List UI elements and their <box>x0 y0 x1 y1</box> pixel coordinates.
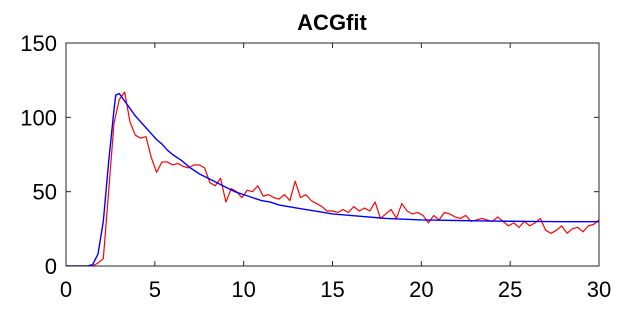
series-line-1 <box>66 91 599 266</box>
x-tick-label: 0 <box>60 277 72 302</box>
plot-area <box>66 91 599 266</box>
axes: 0 5 10 15 20 25 30 0 50 100 150 <box>20 31 611 302</box>
y-tick-label: 100 <box>20 105 57 130</box>
x-tick-label: 30 <box>587 277 611 302</box>
y-tick-label: 0 <box>45 254 57 279</box>
x-tick-label: 25 <box>498 277 522 302</box>
y-tick-label: 50 <box>33 180 57 205</box>
x-tick-label: 5 <box>149 277 161 302</box>
series-line-2 <box>66 92 599 266</box>
x-tick-label: 15 <box>320 277 344 302</box>
x-tick-label: 10 <box>231 277 255 302</box>
y-tick-label: 150 <box>20 31 57 56</box>
chart-title: ACGfit <box>297 10 367 35</box>
x-tick-label: 20 <box>409 277 433 302</box>
axes-box <box>65 42 600 267</box>
